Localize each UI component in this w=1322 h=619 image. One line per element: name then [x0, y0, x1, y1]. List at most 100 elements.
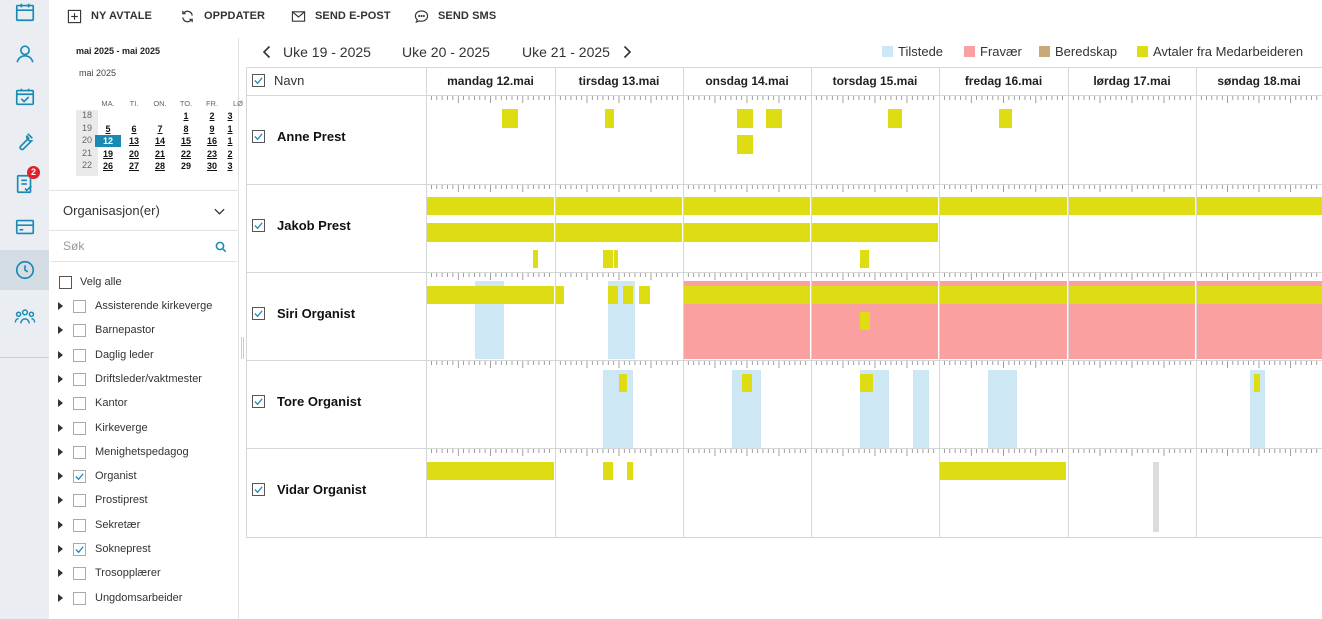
schedule-block[interactable] — [888, 109, 902, 128]
schedule-block[interactable] — [940, 286, 1067, 304]
schedule-block[interactable] — [860, 312, 870, 330]
panel-resize-handle[interactable] — [241, 337, 244, 359]
expand-arrow-icon[interactable] — [58, 302, 63, 310]
calendar-check-icon[interactable] — [0, 77, 49, 117]
schedule-block[interactable] — [1254, 374, 1260, 392]
day-header[interactable]: lørdag 17.mai — [1093, 74, 1171, 88]
schedule-block[interactable] — [766, 109, 782, 128]
mini-calendar-day[interactable]: 30 — [206, 161, 217, 171]
next-week-icon[interactable] — [621, 45, 633, 59]
mini-calendar-day[interactable]: 7 — [157, 123, 163, 134]
schedule-block[interactable] — [427, 286, 554, 304]
mini-calendar-day[interactable]: 2 — [227, 148, 233, 159]
schedule-block[interactable] — [1069, 286, 1195, 304]
schedule-block[interactable] — [603, 250, 613, 268]
organisation-checkbox[interactable] — [73, 470, 86, 484]
mini-calendar-day[interactable]: 1 — [183, 111, 189, 121]
organisation-checkbox[interactable] — [73, 494, 86, 508]
organisation-checkbox[interactable] — [73, 324, 86, 338]
mini-calendar-day[interactable]: 26 — [102, 161, 113, 171]
schedule-block[interactable] — [988, 370, 1017, 448]
mini-calendar-day[interactable]: 16 — [206, 136, 217, 146]
schedule-block[interactable] — [614, 250, 618, 268]
mini-calendar-day[interactable]: 12 — [95, 135, 121, 147]
organisation-item[interactable]: Driftsleder/vaktmester — [49, 368, 239, 392]
day-header[interactable]: fredag 16.mai — [964, 74, 1043, 88]
person-checkbox[interactable] — [252, 219, 265, 232]
week-19-link[interactable]: Uke 19 - 2025 — [283, 44, 371, 60]
organisation-item[interactable]: Kirkeverge — [49, 417, 239, 441]
schedule-block[interactable] — [684, 286, 810, 304]
expand-arrow-icon[interactable] — [58, 496, 63, 505]
expand-arrow-icon[interactable] — [58, 374, 63, 383]
schedule-block[interactable] — [812, 223, 938, 242]
organisation-checkbox[interactable] — [73, 348, 86, 362]
organisation-checkbox[interactable] — [73, 300, 86, 313]
mini-calendar-day[interactable]: 2 — [209, 111, 215, 121]
select-all-row[interactable]: Velg alle — [49, 272, 239, 294]
mini-calendar-day[interactable]: 1 — [227, 136, 233, 146]
expand-arrow-icon[interactable] — [58, 350, 63, 359]
expand-arrow-icon[interactable] — [58, 472, 63, 481]
week-21-link[interactable]: Uke 21 - 2025 — [522, 44, 610, 60]
search-input[interactable]: Søk — [51, 231, 237, 262]
organisation-checkbox[interactable] — [73, 397, 86, 411]
schedule-block[interactable] — [623, 286, 633, 304]
day-header[interactable]: onsdag 14.mai — [705, 74, 789, 88]
mini-calendar-day[interactable]: 23 — [206, 148, 217, 159]
organisation-item[interactable]: Trosopplærer — [49, 562, 239, 586]
organisation-checkbox[interactable] — [73, 591, 86, 605]
mini-calendar-day[interactable]: 20 — [128, 148, 139, 159]
schedule-block[interactable] — [603, 462, 613, 480]
expand-arrow-icon[interactable] — [58, 593, 63, 602]
mini-calendar-day[interactable]: 27 — [128, 161, 139, 171]
organisation-checkbox[interactable] — [73, 445, 86, 459]
send-email-button[interactable]: SEND E-POST — [291, 8, 391, 24]
user-icon[interactable] — [0, 34, 49, 74]
expand-arrow-icon[interactable] — [58, 399, 63, 408]
day-header[interactable]: tirsdag 13.mai — [578, 74, 660, 88]
schedule-block[interactable] — [860, 374, 873, 392]
mini-calendar-day[interactable]: 13 — [128, 136, 139, 146]
mini-calendar-day[interactable]: 8 — [183, 123, 189, 134]
schedule-block[interactable] — [502, 109, 518, 128]
schedule-block[interactable] — [940, 462, 1066, 480]
organisation-checkbox[interactable] — [73, 518, 86, 532]
schedule-block[interactable] — [556, 286, 564, 304]
mini-calendar-day[interactable]: 19 — [102, 148, 113, 159]
mini-calendar-day[interactable]: 28 — [154, 161, 165, 171]
calendar-icon[interactable] — [0, 0, 49, 32]
previous-week-icon[interactable] — [261, 45, 273, 59]
organisation-item[interactable]: Daglig leder — [49, 344, 239, 368]
organisation-item[interactable]: Menighetspedagog — [49, 441, 239, 465]
send-sms-button[interactable]: SEND SMS — [414, 8, 496, 24]
schedule-block[interactable] — [1153, 462, 1159, 532]
wrench-icon[interactable] — [0, 121, 49, 161]
person-checkbox[interactable] — [252, 307, 265, 320]
schedule-block[interactable] — [608, 286, 618, 304]
expand-arrow-icon[interactable] — [58, 326, 63, 335]
expand-arrow-icon[interactable] — [58, 447, 63, 456]
organisation-item[interactable]: Sekretær — [49, 514, 239, 538]
mini-calendar-day[interactable]: 9 — [209, 123, 215, 134]
schedule-block[interactable] — [627, 462, 633, 480]
mini-calendar-day[interactable]: 21 — [154, 148, 165, 159]
organisation-select[interactable]: Organisasjon(er) — [49, 190, 239, 231]
schedule-block[interactable] — [1197, 197, 1322, 215]
organisation-checkbox[interactable] — [73, 567, 86, 581]
schedule-block[interactable] — [812, 197, 938, 215]
expand-arrow-icon[interactable] — [58, 545, 63, 553]
organisation-checkbox[interactable] — [73, 543, 86, 556]
schedule-block[interactable] — [1250, 370, 1265, 448]
schedule-block[interactable] — [603, 370, 633, 448]
card-icon[interactable] — [0, 207, 49, 247]
team-icon[interactable] — [0, 297, 49, 337]
mini-calendar-day[interactable]: 14 — [154, 136, 165, 146]
organisation-item[interactable]: Kantor — [49, 392, 239, 416]
organisation-item[interactable]: Prostiprest — [49, 489, 239, 513]
organisation-item[interactable]: Barnepastor — [49, 319, 239, 343]
mini-calendar-day[interactable]: 15 — [180, 136, 191, 146]
schedule-block[interactable] — [533, 250, 538, 268]
clock-icon[interactable] — [0, 250, 49, 290]
schedule-block[interactable] — [940, 197, 1067, 215]
